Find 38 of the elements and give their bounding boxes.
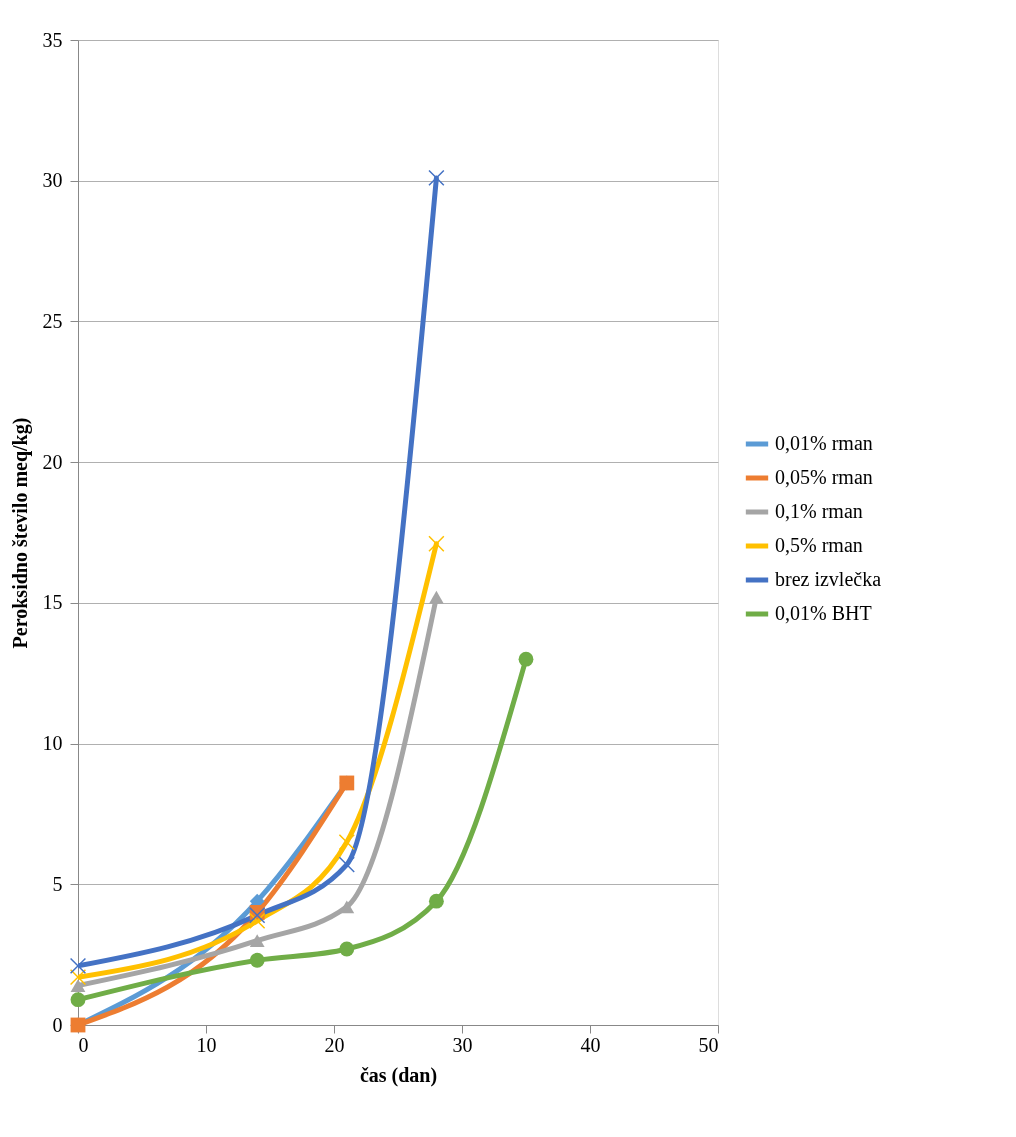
point (70, 992, 86, 1008)
point (249, 907, 266, 924)
x-axis-title: čas (dan) (359, 1063, 438, 1087)
x-tick-label: 0 (78, 1033, 89, 1056)
x-tick-label: 20 (324, 1033, 345, 1056)
point (428, 169, 445, 187)
x-tick-label: 40 (580, 1033, 601, 1056)
point (249, 912, 266, 930)
point (339, 941, 355, 957)
point (428, 535, 445, 552)
point (428, 893, 444, 909)
y-tick-label: 20 (42, 450, 63, 473)
point (339, 900, 355, 914)
legend-label: 0,01% BHT (775, 602, 872, 624)
legend-label: 0,05% rman (775, 466, 873, 488)
x-tick-label: 50 (698, 1033, 719, 1056)
x-tick-label: 30 (452, 1033, 473, 1056)
point (249, 952, 265, 968)
y-tick-label: 35 (42, 28, 63, 51)
point (70, 979, 86, 993)
y-tick-label: 0 (52, 1013, 63, 1036)
legend-label: brez izvlečka (775, 568, 882, 590)
legend-label: 0,01% rman (775, 432, 873, 454)
y-tick-label: 10 (42, 732, 63, 755)
point (69, 957, 87, 975)
y-tick-label: 25 (42, 309, 63, 332)
y-tick-label: 5 (52, 872, 63, 895)
point (518, 651, 534, 667)
x-tick-label: 10 (196, 1033, 217, 1056)
point (249, 934, 265, 947)
y-tick-label: 15 (42, 591, 63, 614)
point (69, 968, 87, 986)
y-tick-label: 30 (42, 169, 63, 192)
point (428, 590, 444, 604)
point (338, 833, 355, 851)
y-axis-title: Peroksidno število meq/kg) (8, 417, 32, 649)
legend-label: 0,5% rman (775, 534, 863, 556)
legend-label: 0,1% rman (775, 500, 863, 522)
